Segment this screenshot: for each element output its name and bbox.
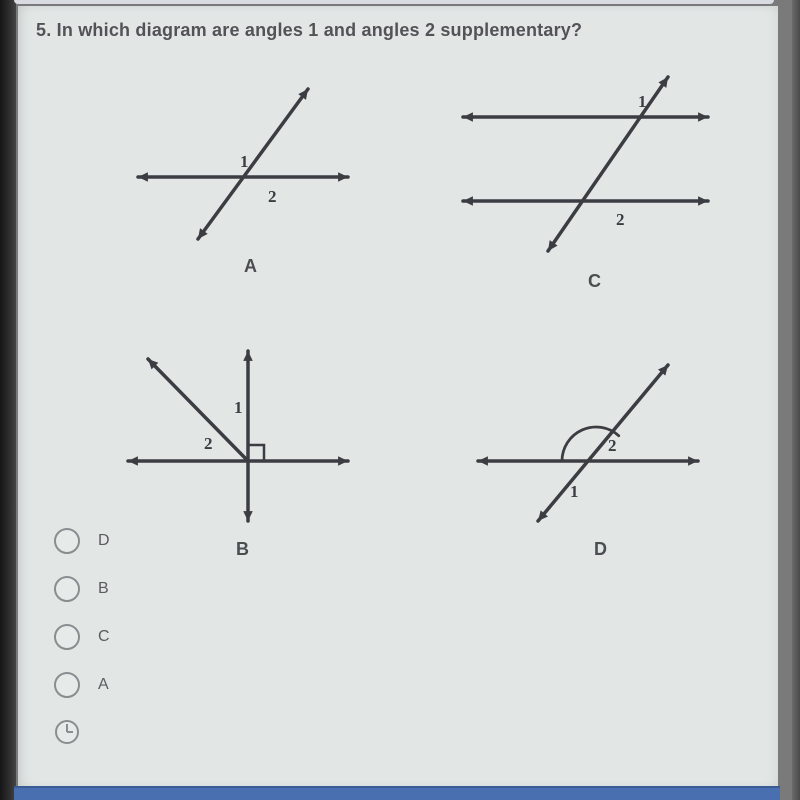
clock-icon	[55, 720, 79, 744]
option-label: A	[98, 676, 109, 694]
svg-text:2: 2	[204, 434, 213, 453]
diagram-d-label: D	[594, 539, 607, 560]
diagram-c: 12	[448, 71, 728, 261]
option-label: D	[98, 532, 110, 550]
option-label: B	[98, 580, 109, 598]
answer-options: D B C A	[54, 528, 110, 744]
option-label: C	[98, 628, 110, 646]
diagram-a: 12	[128, 79, 368, 249]
question-body: In which diagram are angles 1 and angles…	[57, 20, 583, 40]
radio-icon[interactable]	[54, 672, 80, 698]
svg-text:2: 2	[616, 210, 625, 229]
option-b[interactable]: B	[54, 576, 110, 602]
worksheet-page: 5. In which diagram are angles 1 and ang…	[18, 6, 778, 788]
svg-text:2: 2	[268, 187, 277, 206]
svg-text:1: 1	[570, 482, 579, 501]
svg-text:1: 1	[240, 152, 249, 171]
device-frame-left	[0, 0, 16, 800]
radio-icon[interactable]	[54, 576, 80, 602]
option-c[interactable]: C	[54, 624, 110, 650]
option-a[interactable]: A	[54, 672, 110, 698]
diagram-a-label: A	[244, 256, 257, 277]
svg-text:1: 1	[638, 92, 647, 111]
diagram-b-label: B	[236, 539, 249, 560]
bottom-accent-bar	[14, 786, 780, 800]
device-frame-right	[792, 0, 800, 800]
question-number: 5.	[36, 20, 51, 40]
diagram-d: 12	[468, 351, 718, 531]
diagrams-container: 12 A 12 C 12 B 12 D	[18, 41, 778, 561]
question-text: 5. In which diagram are angles 1 and ang…	[18, 6, 778, 41]
svg-text:2: 2	[608, 436, 617, 455]
option-d[interactable]: D	[54, 528, 110, 554]
diagram-c-label: C	[588, 271, 601, 292]
radio-icon[interactable]	[54, 528, 80, 554]
window-chrome-strip	[14, 0, 774, 4]
radio-icon[interactable]	[54, 624, 80, 650]
svg-text:1: 1	[234, 398, 243, 417]
diagram-b: 12	[118, 341, 368, 531]
